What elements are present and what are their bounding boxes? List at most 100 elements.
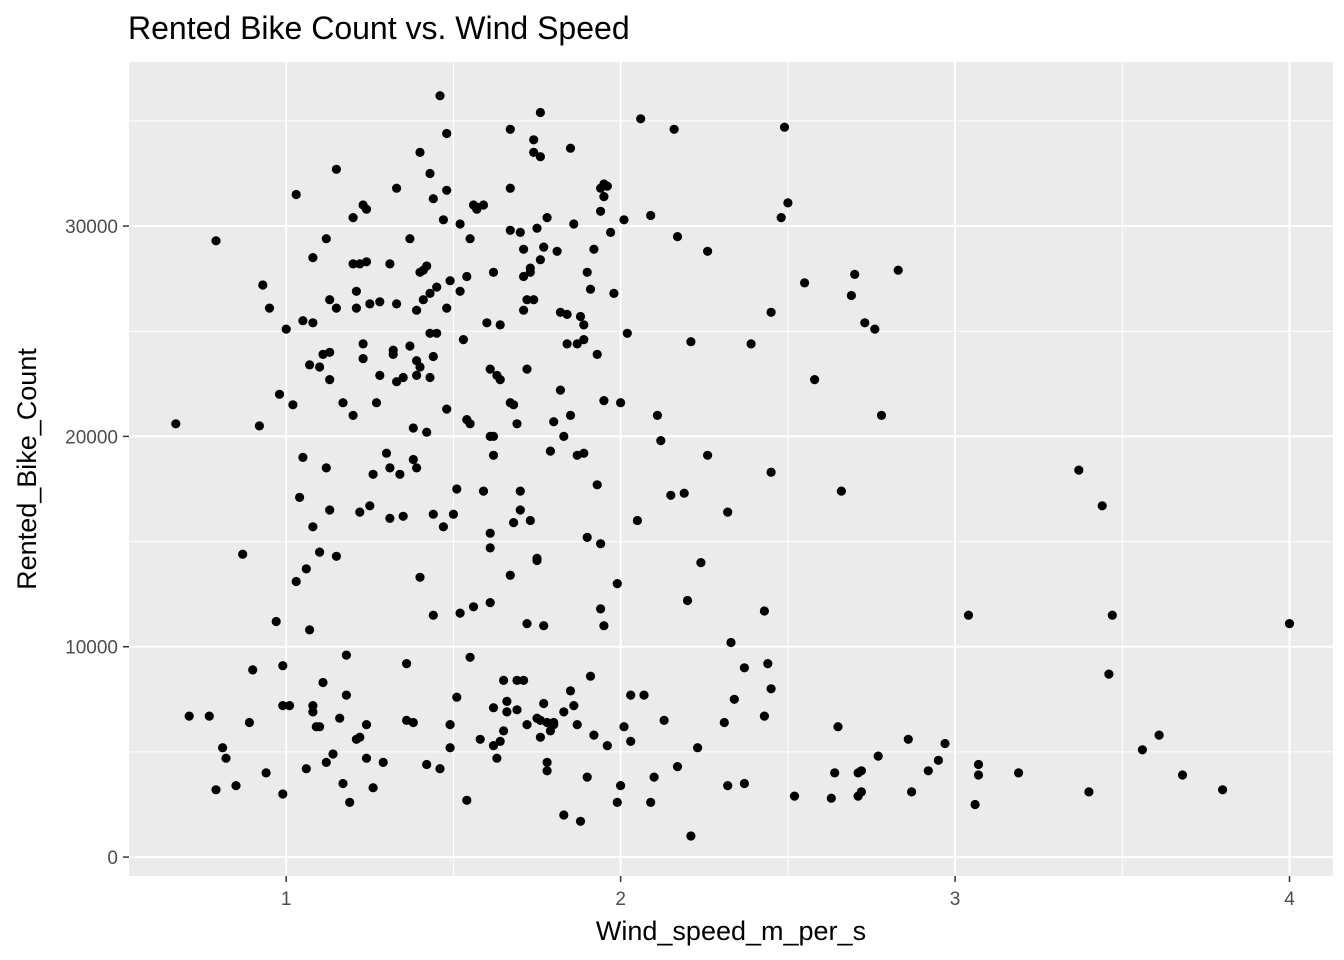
data-point — [585, 671, 596, 681]
data-point — [1284, 619, 1295, 629]
data-point — [455, 608, 465, 618]
data-point — [452, 692, 462, 702]
data-point — [666, 490, 676, 500]
data-point — [361, 204, 372, 214]
data-point — [462, 795, 472, 805]
data-point — [432, 328, 442, 338]
data-point — [505, 570, 515, 580]
data-point — [348, 213, 358, 223]
data-point — [238, 549, 248, 559]
data-point — [298, 316, 308, 326]
data-point — [408, 717, 418, 728]
data-point — [301, 764, 311, 774]
data-point — [422, 759, 432, 770]
data-point — [535, 732, 546, 742]
data-point — [522, 364, 532, 374]
data-point — [542, 757, 552, 768]
data-point — [532, 555, 542, 566]
data-point — [428, 509, 438, 519]
data-point — [559, 431, 569, 441]
data-point — [612, 797, 622, 808]
data-point — [281, 324, 291, 334]
data-point — [1218, 785, 1228, 795]
y-tick-label: 10000 — [65, 638, 118, 659]
data-point — [549, 717, 559, 728]
data-point — [669, 124, 679, 134]
data-point — [475, 734, 485, 744]
data-point — [766, 307, 776, 317]
data-point — [351, 286, 361, 296]
data-point — [365, 501, 375, 511]
data-point — [596, 206, 606, 216]
data-point — [1084, 787, 1094, 797]
data-point — [308, 318, 318, 328]
data-point — [723, 781, 733, 791]
data-point — [371, 398, 382, 408]
data-point — [649, 772, 659, 782]
data-point — [679, 488, 689, 498]
data-point — [582, 267, 592, 277]
data-point — [973, 770, 984, 780]
data-point — [448, 509, 458, 519]
data-point — [602, 181, 612, 191]
data-point — [826, 793, 836, 803]
data-point — [425, 168, 435, 179]
data-point — [535, 107, 546, 118]
y-tick-label: 30000 — [65, 217, 118, 238]
data-point — [368, 783, 378, 793]
data-point — [759, 711, 770, 721]
data-point — [652, 410, 663, 420]
data-point — [903, 734, 913, 744]
data-point — [345, 797, 355, 808]
data-point — [315, 362, 325, 372]
data-point — [1097, 501, 1107, 511]
data-point — [542, 213, 552, 223]
data-point — [415, 147, 425, 157]
data-point — [211, 785, 221, 795]
data-point — [472, 204, 482, 214]
x-tick-label: 4 — [1284, 889, 1295, 910]
data-point — [291, 189, 301, 200]
data-point — [522, 619, 532, 629]
data-point — [599, 192, 609, 202]
data-point — [723, 507, 733, 517]
data-point — [833, 722, 843, 732]
data-point — [562, 309, 572, 319]
data-point — [395, 469, 405, 479]
data-point — [579, 320, 589, 330]
data-point — [308, 253, 318, 263]
data-point — [184, 711, 194, 721]
data-point — [341, 650, 351, 660]
data-point — [856, 766, 867, 776]
x-tick-label: 3 — [950, 889, 961, 910]
data-point — [408, 454, 418, 465]
data-point — [465, 234, 475, 244]
data-point — [478, 486, 489, 496]
data-point — [385, 513, 395, 524]
data-point — [565, 143, 576, 153]
data-point — [488, 450, 499, 460]
data-point — [515, 505, 525, 515]
data-point — [789, 791, 800, 801]
data-point — [305, 625, 315, 635]
data-point — [408, 423, 418, 433]
data-points — [171, 91, 1295, 841]
data-point — [325, 347, 335, 357]
data-point — [505, 225, 515, 235]
data-point — [1107, 610, 1117, 620]
x-tick-label: 2 — [615, 889, 626, 910]
major-gridlines — [129, 62, 1333, 876]
data-point — [746, 339, 756, 349]
data-point — [331, 551, 341, 561]
data-point — [291, 576, 301, 587]
data-point — [392, 377, 402, 387]
data-point — [569, 219, 579, 229]
data-point — [502, 707, 512, 717]
plot-panel — [129, 62, 1333, 876]
data-point — [288, 400, 298, 410]
data-point — [495, 736, 505, 747]
data-point — [592, 480, 602, 490]
data-point — [418, 295, 428, 305]
data-point — [686, 337, 696, 347]
data-point — [488, 267, 499, 277]
